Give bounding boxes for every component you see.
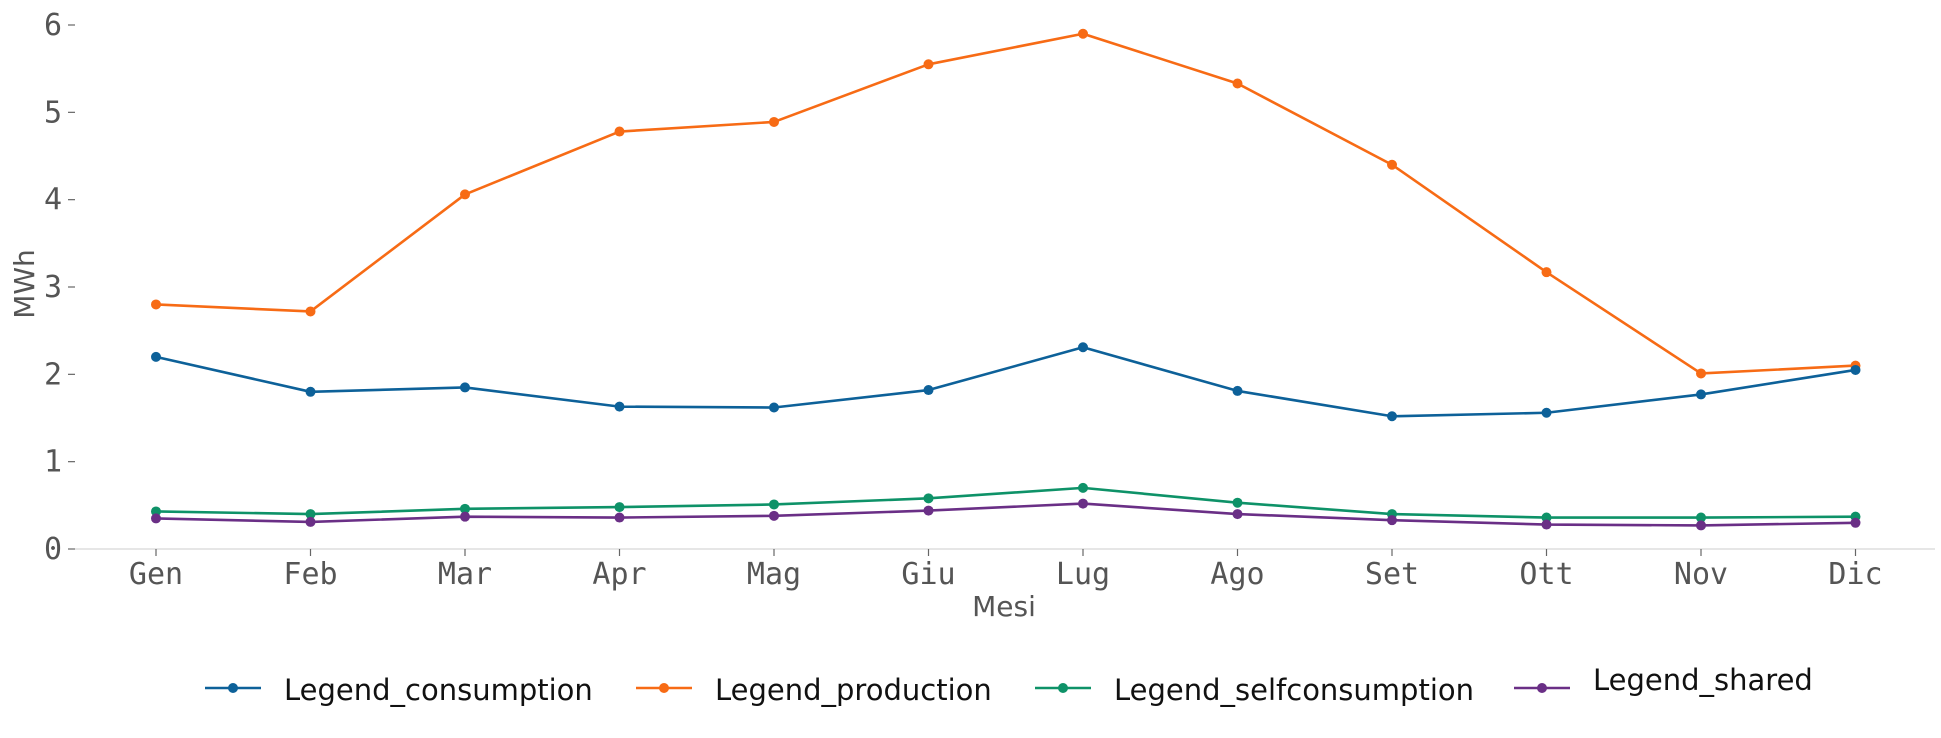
x-tick-label: Feb xyxy=(283,557,337,592)
data-point xyxy=(1078,28,1088,39)
data-point xyxy=(305,306,316,317)
data-point xyxy=(151,351,161,362)
data-point xyxy=(1541,512,1552,523)
data-point xyxy=(151,299,161,310)
legend-item: Legend_selfconsumption xyxy=(1035,673,1474,707)
x-tick-label: Mar xyxy=(438,557,492,592)
y-tick-label: 1 xyxy=(44,445,62,480)
data-point xyxy=(923,493,934,504)
data-point xyxy=(1232,78,1243,89)
data-point xyxy=(614,401,625,412)
x-tick-label: Dic xyxy=(1828,557,1882,592)
data-point xyxy=(923,505,934,516)
series-line xyxy=(155,32,1856,375)
x-tick-label: Gen xyxy=(129,557,183,592)
legend-label: Legend_shared xyxy=(1593,663,1813,697)
data-point xyxy=(769,510,779,521)
data-point xyxy=(614,502,625,513)
data-point xyxy=(1078,482,1088,493)
data-point xyxy=(1850,364,1861,375)
x-tick-label: Apr xyxy=(592,557,646,592)
y-axis-ticks: 0 1 2 3 4 5 6 xyxy=(44,8,75,567)
legend-swatch-marker xyxy=(1537,683,1547,693)
legend: Legend_consumption Legend_production Legen… xyxy=(205,663,1813,707)
data-point xyxy=(1232,497,1243,508)
data-point xyxy=(151,513,161,524)
legend-label: Legend_consumption xyxy=(284,673,593,707)
y-axis-title: MWh xyxy=(8,249,41,319)
y-tick-label: 4 xyxy=(44,183,62,218)
data-point xyxy=(1078,498,1088,509)
x-axis-ticks: Gen Feb Mar Apr Mag Giu Lug Ago Set Ott Nov Dic xyxy=(129,549,1883,592)
legend-item: Legend_consumption xyxy=(205,673,593,707)
data-point xyxy=(769,116,779,127)
data-point xyxy=(1696,368,1706,379)
legend-item: Legend_shared xyxy=(1514,663,1813,697)
data-point xyxy=(305,386,316,397)
legend-label: Legend_selfconsumption xyxy=(1114,673,1474,707)
data-point xyxy=(460,503,470,514)
y-tick-label: 5 xyxy=(44,95,62,130)
x-axis-title: Mesi xyxy=(972,590,1036,623)
x-tick-label: Ott xyxy=(1519,557,1573,592)
data-point xyxy=(1541,267,1552,278)
data-point xyxy=(769,499,779,510)
x-tick-label: Mag xyxy=(747,557,801,592)
data-point xyxy=(1387,515,1397,526)
data-point xyxy=(1387,159,1397,170)
y-tick-label: 3 xyxy=(44,270,62,305)
legend-swatch-marker xyxy=(228,683,238,693)
y-tick-label: 0 xyxy=(44,532,62,567)
data-point xyxy=(1387,411,1397,422)
data-point xyxy=(1232,509,1243,520)
x-tick-label: Lug xyxy=(1056,557,1110,592)
x-tick-label: Ago xyxy=(1210,557,1264,592)
x-tick-label: Set xyxy=(1365,557,1419,592)
data-point xyxy=(769,402,779,413)
series-Legend_consumption xyxy=(151,342,1861,422)
data-point xyxy=(1850,517,1861,528)
series-Legend_selfconsumption xyxy=(151,482,1861,523)
y-tick-label: 6 xyxy=(44,8,62,43)
data-point xyxy=(305,516,316,527)
legend-item: Legend_production xyxy=(636,673,992,707)
data-point xyxy=(1696,520,1706,531)
data-point xyxy=(460,189,470,200)
data-point xyxy=(1541,519,1552,530)
data-point xyxy=(1078,342,1088,353)
legend-swatch-marker xyxy=(1058,683,1068,693)
x-tick-label: Nov xyxy=(1674,557,1728,592)
series-Legend_shared xyxy=(151,498,1861,531)
data-point xyxy=(460,382,470,393)
data-point xyxy=(305,509,316,520)
y-tick-label: 2 xyxy=(44,357,62,392)
data-point xyxy=(614,126,625,137)
data-point xyxy=(923,385,934,396)
series-line xyxy=(155,345,1856,418)
legend-swatch-marker xyxy=(659,683,669,693)
data-point xyxy=(614,512,625,523)
data-point xyxy=(923,59,934,70)
series-line xyxy=(155,502,1856,527)
legend-label: Legend_production xyxy=(715,673,992,707)
data-point xyxy=(1696,389,1706,400)
data-point xyxy=(1696,512,1706,523)
series-layer xyxy=(151,28,1861,531)
data-point xyxy=(1541,407,1552,418)
data-point xyxy=(1232,385,1243,396)
series-Legend_production xyxy=(151,28,1861,379)
series-line xyxy=(155,486,1856,519)
data-point xyxy=(151,506,161,517)
axes: 0 1 2 3 4 5 6 Gen Feb Mar Apr Mag Giu Lug Ago Set Ott No… xyxy=(44,8,1935,592)
data-point xyxy=(460,511,470,522)
x-tick-label: Giu xyxy=(901,557,955,592)
